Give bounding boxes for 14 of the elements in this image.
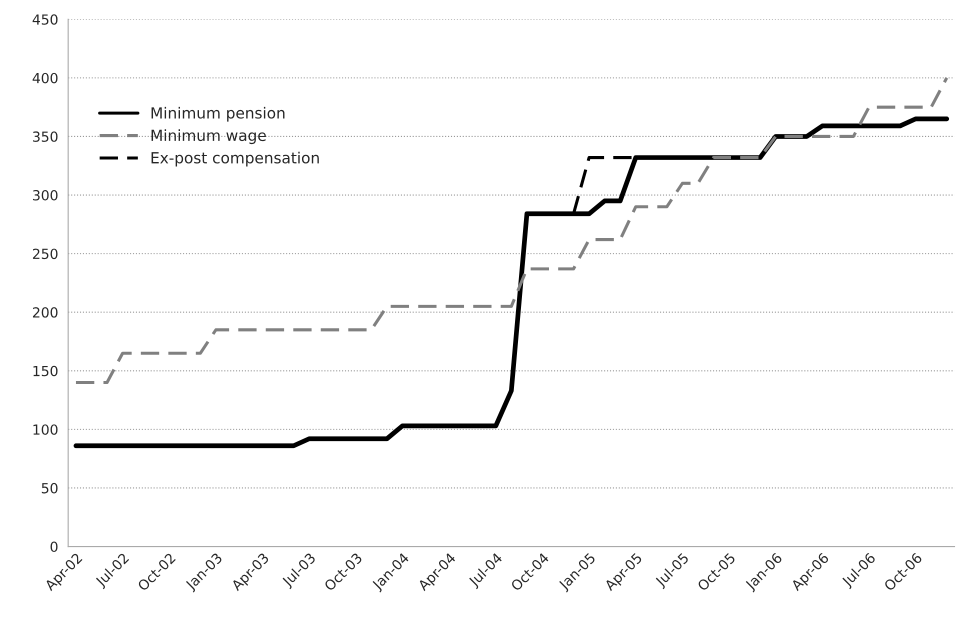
y-tick-label: 50 (42, 482, 58, 494)
y-tick-label: 150 (33, 366, 58, 376)
y-tick-label: 300 (33, 190, 58, 201)
legend-label: Minimum pension (152, 106, 284, 122)
y-tick-label: 0 (50, 542, 58, 552)
legend-label: Minimum wage (152, 129, 266, 144)
y-tick-label: 100 (33, 424, 58, 435)
y-tick-label: 200 (32, 307, 58, 318)
y-tick-label: 400 (32, 72, 58, 84)
y-tick-label: 350 (33, 131, 58, 142)
legend-label: Ex-post compensation (152, 152, 319, 166)
line-series (74, 76, 948, 384)
y-tick-label: 250 (32, 248, 58, 260)
y-tick-label: 450 (32, 14, 58, 25)
